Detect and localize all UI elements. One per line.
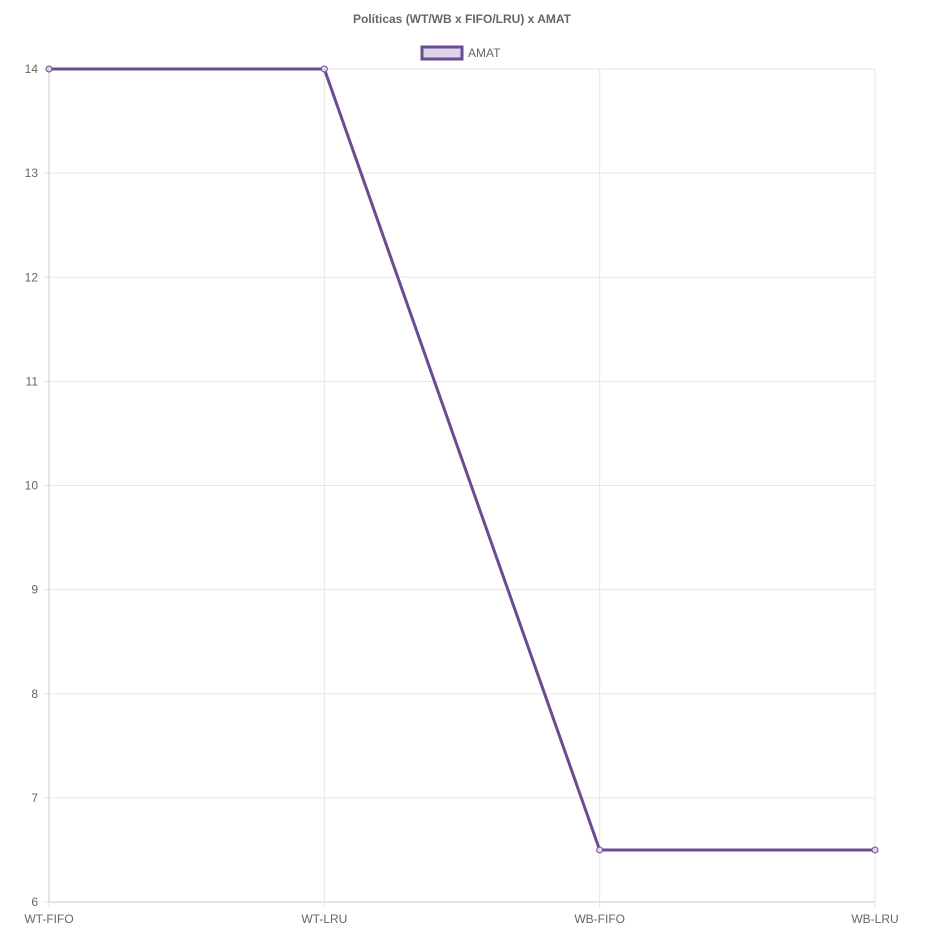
data-point[interactable]	[871, 846, 879, 854]
data-point[interactable]	[45, 65, 53, 73]
label-layer: 6 7 8 9 10 11 12 13 14 WT-FIFO WT-LRU WB-FIFO WB-LRU	[24, 62, 898, 926]
y-tick-label: 6	[31, 895, 38, 909]
data-point[interactable]	[320, 65, 328, 73]
axis-layer	[43, 68, 876, 908]
x-tick-label: WT-FIFO	[24, 912, 73, 926]
grid-layer	[48, 68, 876, 903]
y-tick-label: 14	[25, 62, 39, 76]
legend-label-amat: AMAT	[468, 46, 501, 60]
y-tick-label: 9	[31, 583, 38, 597]
y-tick-label: 8	[31, 687, 38, 701]
x-tick-label: WB-FIFO	[574, 912, 625, 926]
legend[interactable]: AMAT	[420, 45, 501, 61]
x-tick-label: WT-LRU	[301, 912, 347, 926]
chart-title: Políticas (WT/WB x FIFO/LRU) x AMAT	[353, 12, 572, 26]
x-tick-label: WB-LRU	[851, 912, 898, 926]
y-tick-label: 12	[25, 270, 39, 284]
series-line-amat	[49, 67, 875, 852]
y-tick-label: 13	[25, 166, 39, 180]
legend-swatch	[420, 45, 464, 61]
y-tick-label: 10	[25, 479, 39, 493]
y-tick-label: 11	[26, 374, 39, 388]
y-tick-label: 7	[31, 791, 38, 805]
series-layer	[45, 65, 879, 854]
data-point[interactable]	[596, 846, 604, 854]
